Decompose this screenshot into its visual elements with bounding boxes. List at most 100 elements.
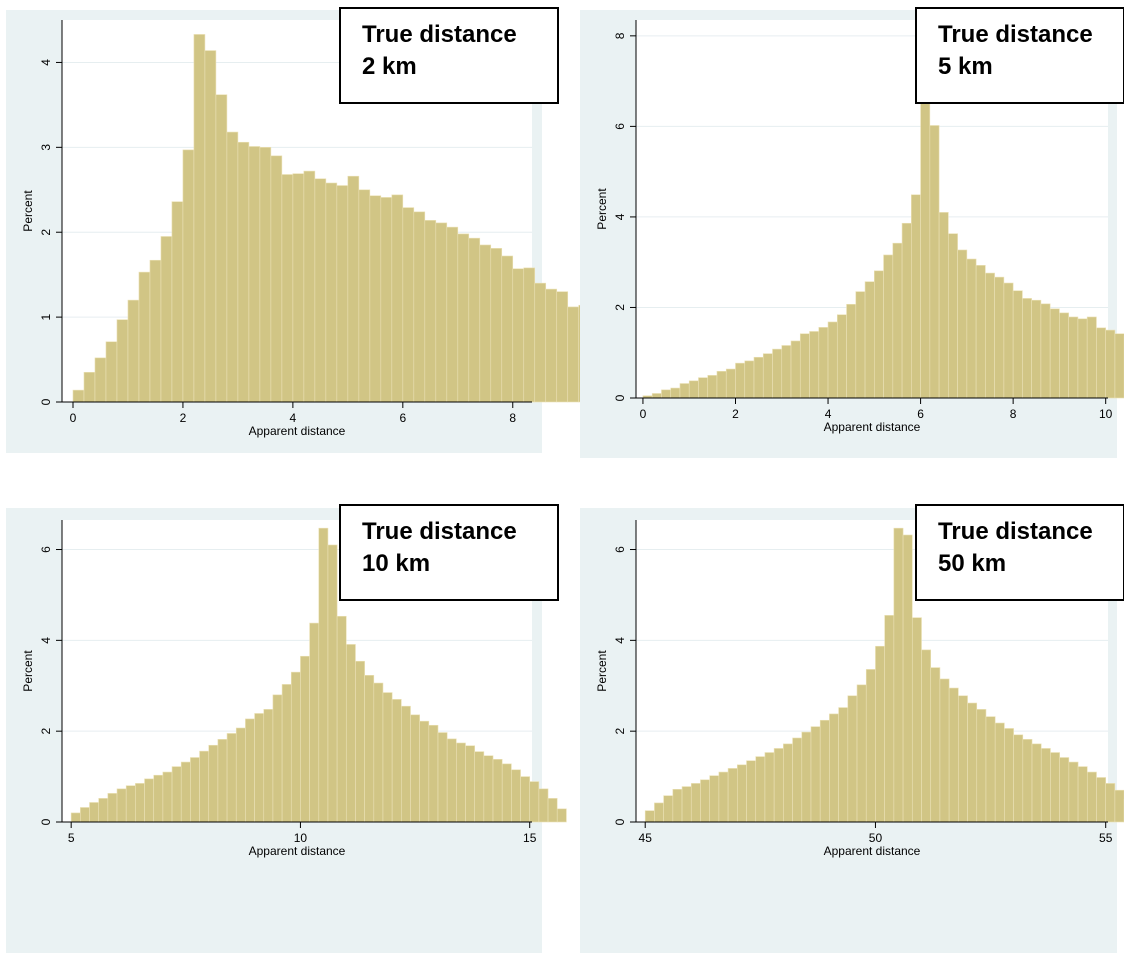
histogram-bar xyxy=(345,644,356,823)
histogram-bar xyxy=(661,389,672,399)
histogram-bar xyxy=(930,667,941,823)
y-axis-label: Percent xyxy=(21,190,35,232)
histogram-bar xyxy=(938,212,949,399)
histogram-bar xyxy=(162,771,173,823)
y-tick-label: 8 xyxy=(613,32,627,39)
histogram-bar xyxy=(457,233,470,403)
histogram-bar xyxy=(83,371,96,403)
histogram-bar xyxy=(116,788,127,823)
histogram-bar xyxy=(985,272,995,399)
histogram-bar xyxy=(829,713,839,823)
histogram-bar xyxy=(1059,312,1069,399)
y-tick-label: 6 xyxy=(613,546,627,553)
histogram-bar xyxy=(435,222,448,403)
histogram-bar xyxy=(801,731,812,823)
x-tick-label: 8 xyxy=(1010,407,1017,421)
annotation-text: 2 km xyxy=(362,53,417,80)
histogram-bar xyxy=(380,197,393,403)
histogram-bar xyxy=(679,383,690,399)
histogram-bar xyxy=(263,709,274,823)
histogram-bar xyxy=(237,141,250,403)
histogram-bar xyxy=(773,748,784,823)
histogram-bar xyxy=(193,34,206,403)
histogram-bar xyxy=(966,258,977,399)
x-tick-label: 6 xyxy=(399,411,406,425)
x-axis-label: Apparent distance xyxy=(249,424,346,438)
histogram-bar xyxy=(718,771,729,823)
histogram-bar xyxy=(976,709,987,823)
histogram-bar xyxy=(190,757,200,823)
histogram-bar xyxy=(1086,771,1097,823)
histogram-bar xyxy=(929,125,940,399)
histogram-bar xyxy=(700,779,710,823)
histogram-bar xyxy=(688,380,699,399)
y-tick-label: 2 xyxy=(613,728,627,735)
histogram-bar xyxy=(272,694,283,823)
histogram-bar xyxy=(80,807,90,823)
histogram-bar xyxy=(818,327,829,399)
histogram-bar xyxy=(1031,299,1042,399)
histogram-bar xyxy=(204,50,217,403)
x-tick-label: 10 xyxy=(294,831,308,845)
histogram-bar xyxy=(1040,303,1051,399)
histogram-bar xyxy=(364,675,375,823)
histogram-bar xyxy=(270,155,283,403)
y-tick-label: 0 xyxy=(613,818,627,825)
x-tick-label: 2 xyxy=(180,411,187,425)
histogram-bar xyxy=(810,726,821,823)
histogram-bar xyxy=(838,707,849,823)
histogram-bar xyxy=(125,785,136,823)
histogram-bar xyxy=(1004,728,1014,823)
histogram-bar xyxy=(762,353,773,399)
histogram-bar xyxy=(856,684,867,823)
histogram-bar xyxy=(1114,333,1124,399)
annotation-text: 5 km xyxy=(938,53,993,80)
histogram-bar xyxy=(355,660,365,823)
histogram-bar xyxy=(199,750,210,823)
histogram-bar xyxy=(892,242,903,399)
y-tick-label: 4 xyxy=(39,59,53,66)
y-tick-label: 4 xyxy=(613,213,627,220)
x-tick-label: 15 xyxy=(523,831,537,845)
chart-panel-4: 0 2 4 6 45 50 55 Apparent distance Percent True d… xyxy=(580,504,1124,953)
x-tick-label: 0 xyxy=(70,411,77,425)
histogram-bar xyxy=(511,769,521,823)
histogram-bar xyxy=(428,724,439,823)
y-tick-label: 4 xyxy=(613,637,627,644)
histogram-bar xyxy=(523,267,536,403)
histogram-bar xyxy=(948,233,958,399)
histogram-bar xyxy=(446,226,459,403)
histogram-bar xyxy=(456,742,466,823)
chart-panel-3: 0 2 4 6 5 10 15 Apparent distance Percent True di… xyxy=(6,504,567,953)
histogram-bar xyxy=(764,752,775,823)
histogram-bar xyxy=(716,370,727,399)
histogram-bar xyxy=(171,766,182,823)
histogram-bar xyxy=(424,220,437,403)
histogram-bar xyxy=(948,687,959,823)
annotation-text: 10 km xyxy=(362,550,430,577)
histogram-bar xyxy=(670,387,681,399)
histogram-bar xyxy=(567,306,580,403)
x-tick-label: 6 xyxy=(917,407,924,421)
histogram-bar xyxy=(545,288,558,403)
histogram-bar xyxy=(468,237,481,403)
histogram-bar xyxy=(1077,318,1088,399)
histogram-bar xyxy=(1003,282,1014,399)
x-tick-label: 4 xyxy=(825,407,832,421)
bars xyxy=(644,527,1124,823)
histogram-bar xyxy=(783,743,793,823)
histogram-bar xyxy=(556,291,569,403)
histogram-bar xyxy=(1096,327,1106,399)
histogram-bar xyxy=(373,682,384,823)
histogram-bar xyxy=(369,195,382,403)
annotation-text: 50 km xyxy=(938,550,1006,577)
histogram-bar xyxy=(215,94,228,403)
y-tick-label: 0 xyxy=(39,398,53,405)
histogram-bar xyxy=(336,185,349,403)
histogram-bar xyxy=(254,713,265,823)
histogram-bar xyxy=(958,695,968,823)
histogram-bar xyxy=(89,802,99,823)
histogram-bar xyxy=(939,678,950,823)
histogram-bar xyxy=(182,149,195,403)
y-tick-label: 0 xyxy=(39,818,53,825)
